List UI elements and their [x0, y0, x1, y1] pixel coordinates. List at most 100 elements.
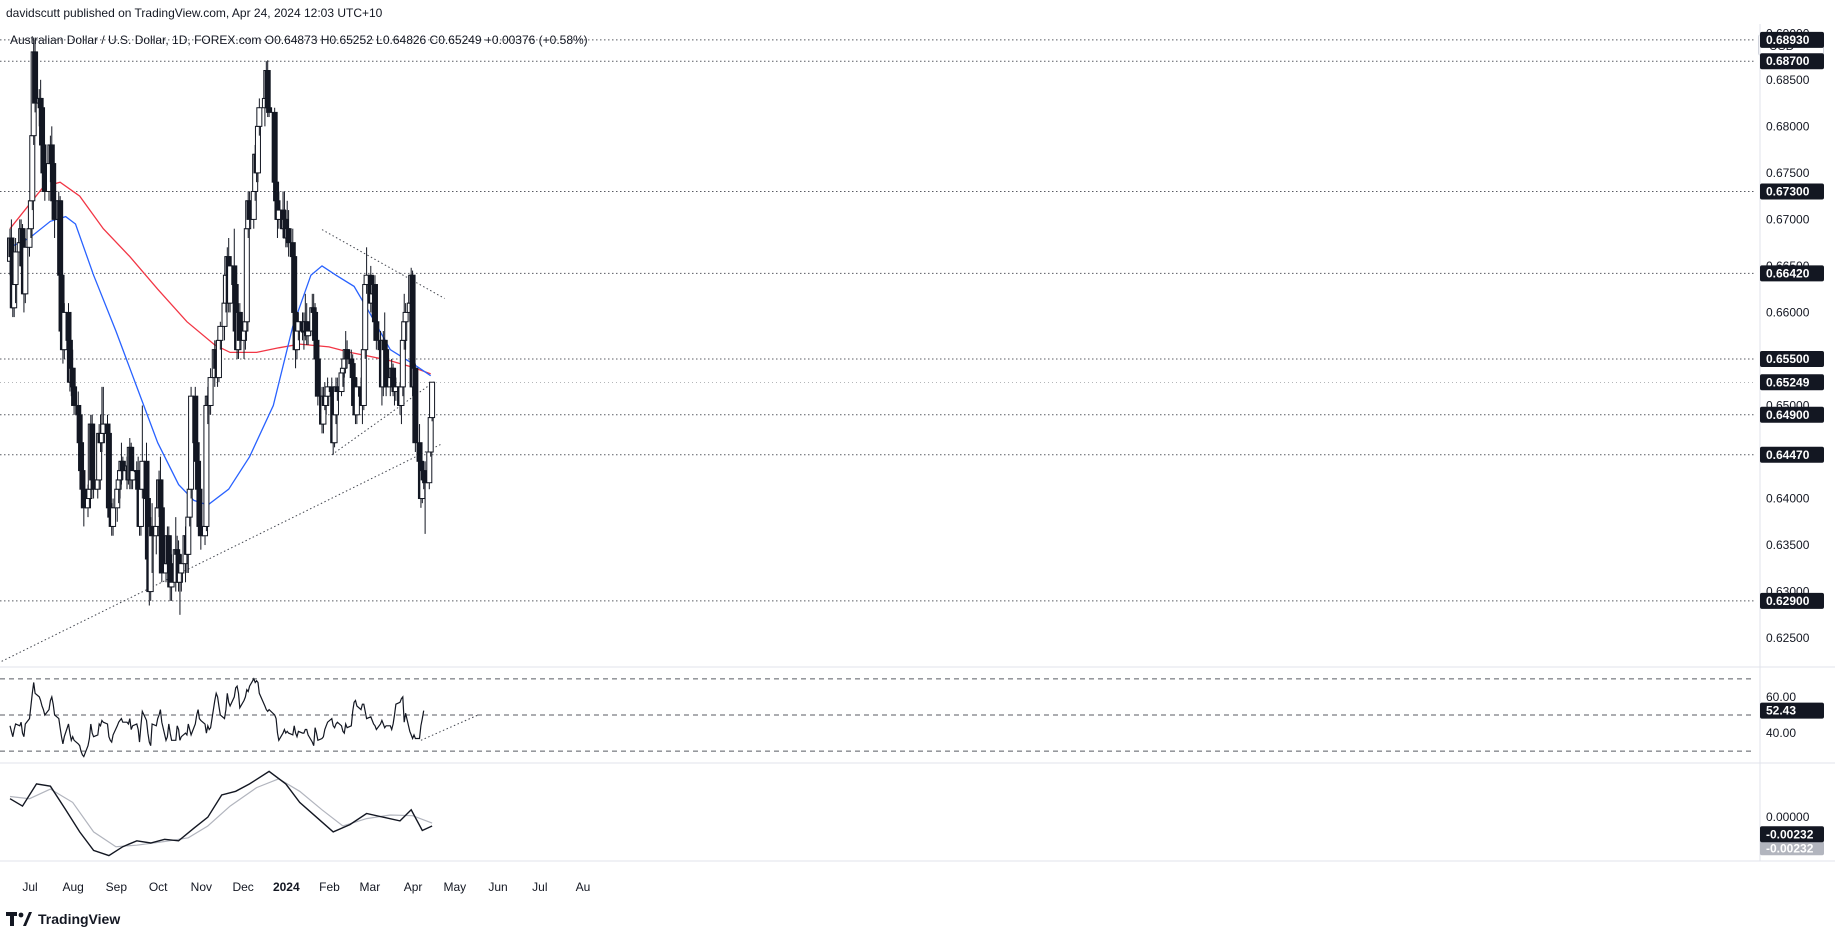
candle-body-down: [373, 321, 380, 341]
price-tick-label: 0.67000: [1766, 212, 1810, 226]
candle: [256, 98, 263, 136]
price-tick-label: 0.64000: [1766, 492, 1810, 506]
time-axis[interactable]: Jul Aug Sep Oct Nov Dec 2024 Feb Mar Apr May Jun Jul…: [22, 880, 590, 894]
time-tick-label: Aug: [63, 880, 84, 894]
price-axis[interactable]: 0.625000.630000.635000.640000.645000.650…: [1760, 26, 1824, 856]
time-tick-label: Oct: [149, 880, 168, 894]
level-badge-label: 0.62900: [1766, 594, 1810, 608]
candle-body-down: [71, 386, 78, 406]
candle-body-up: [353, 386, 360, 416]
candle: [402, 303, 409, 350]
level-badge-label: 0.66420: [1766, 266, 1810, 280]
price-tick-label: 0.68000: [1766, 119, 1810, 133]
tradingview-brand[interactable]: TradingView: [6, 911, 120, 927]
macd-panel: [9, 770, 433, 857]
candle-body-down: [266, 107, 273, 113]
candle-body-down: [383, 349, 390, 388]
last-price-label: 0.65249: [1766, 375, 1810, 389]
level-badge: [1760, 53, 1824, 70]
time-tick-label: Jul: [22, 880, 37, 894]
candle: [207, 368, 214, 415]
time-tick-label: Nov: [191, 880, 212, 894]
candle: [373, 312, 380, 350]
macd-signal-badge: [1760, 841, 1824, 856]
candle-body-down: [236, 311, 243, 341]
candle-body-down: [412, 367, 419, 444]
candle: [353, 377, 360, 425]
level-badge-label: 0.68930: [1766, 33, 1810, 47]
candle-body-down: [314, 358, 321, 397]
time-tick-label: Sep: [106, 880, 128, 894]
candle: [71, 377, 78, 415]
level-badge: [1760, 183, 1824, 200]
rsi-trendline: [420, 714, 479, 741]
rsi-panel: [0, 677, 1755, 758]
candle: [158, 498, 165, 583]
candle: [178, 554, 185, 592]
time-tick-label: Apr: [404, 880, 423, 894]
panel-separators: [0, 24, 1835, 862]
candle-body-up: [305, 330, 312, 337]
price-tick-label: 0.63500: [1766, 538, 1810, 552]
candle-body-up: [12, 251, 19, 286]
rsi-tick-label: 40.00: [1766, 726, 1796, 740]
candle: [383, 340, 390, 397]
time-tick-label: Jul: [532, 880, 547, 894]
time-tick-label: Mar: [360, 880, 381, 894]
level-badge: [1760, 406, 1824, 423]
time-tick-label: 2024: [273, 880, 300, 894]
macd-line: [9, 770, 433, 857]
candle: [129, 461, 136, 490]
macd-signal-label: -0.00232: [1766, 841, 1814, 855]
level-badge: [1760, 592, 1824, 609]
price-tick-label: 0.67500: [1766, 166, 1810, 180]
rsi-last-label: 52.43: [1766, 704, 1796, 718]
candle: [266, 89, 273, 118]
rsi-tick-label: 60.00: [1766, 690, 1796, 704]
candle-body-down: [32, 51, 39, 104]
candle: [32, 39, 39, 113]
candle: [12, 238, 19, 304]
candle: [168, 554, 175, 601]
level-badge-label: 0.64900: [1766, 408, 1810, 422]
last-price-badge: [1760, 374, 1824, 391]
candle-body-up: [217, 325, 224, 341]
candle: [344, 340, 351, 369]
candle-body-up: [129, 470, 136, 481]
candle: [22, 238, 29, 304]
candle: [285, 210, 292, 257]
candle: [236, 303, 243, 350]
candle-body-up: [256, 107, 263, 127]
price-tick-label: 0.68500: [1766, 73, 1810, 87]
level-badge: [1760, 446, 1824, 463]
time-tick-label: May: [444, 880, 467, 894]
candle: [314, 349, 321, 406]
time-tick-label: Feb: [319, 880, 340, 894]
time-tick-label: Au: [576, 880, 591, 894]
candle: [110, 498, 117, 536]
candle-body-down: [158, 507, 165, 574]
trendline: [1, 444, 441, 662]
macd-tick-label: 0.00000: [1766, 810, 1810, 824]
candle-body-up: [402, 311, 409, 323]
candle-body-up: [207, 377, 214, 406]
moving-averages: [9, 181, 432, 506]
level-badge-label: 0.65500: [1766, 352, 1810, 366]
level-badge-label: 0.68700: [1766, 54, 1810, 68]
level-badge: [1760, 31, 1824, 48]
trendline: [331, 380, 436, 456]
candle-body-up: [243, 228, 250, 323]
brand-name: TradingView: [38, 911, 121, 927]
time-tick-label: Jun: [488, 880, 507, 894]
price-tick-label: 0.66000: [1766, 305, 1810, 319]
level-badge-label: 0.64470: [1766, 448, 1810, 462]
candle-body-down: [271, 111, 278, 183]
candle-body-up: [178, 563, 185, 574]
macd-signal-line: [9, 778, 433, 848]
level-badge: [1760, 350, 1824, 367]
candle-body-up: [429, 381, 436, 419]
publisher-line: davidscutt published on TradingView.com,…: [6, 6, 383, 20]
rsi-last-badge: [1760, 702, 1824, 719]
candle-body-up: [22, 246, 29, 295]
